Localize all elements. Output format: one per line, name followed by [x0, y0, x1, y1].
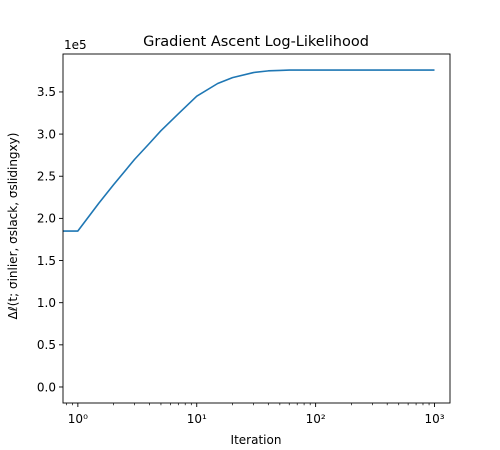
y-offset-text: 1e5 — [64, 38, 87, 52]
axes: 10⁰ 10¹ 10² 10³ 0.0 0.5 1.0 1.5 2.0 2.5 3.0 3.5 — [37, 53, 451, 426]
y-tick-label: 3.0 — [37, 127, 56, 141]
axes-frame — [62, 53, 451, 404]
chart-title: Gradient Ascent Log-Likelihood — [143, 34, 369, 50]
y-axis-label: Δℓ(t; σinlier, σslack, σslidingxy) — [6, 133, 20, 320]
y-tick-label: 0.5 — [37, 338, 56, 352]
x-tick-label: 10⁰ — [68, 412, 88, 426]
y-tick-label: 2.0 — [37, 212, 56, 226]
y-tick-label: 3.5 — [37, 85, 56, 99]
y-tick-label: 1.0 — [37, 296, 56, 310]
series-line-0 — [63, 69, 435, 232]
x-tick-label: 10¹ — [187, 412, 207, 426]
x-axis-label: Iteration — [231, 433, 282, 447]
y-tick-label: 1.5 — [37, 254, 56, 268]
series-layer — [63, 69, 435, 232]
y-tick-label: 0.0 — [37, 380, 56, 394]
x-tick-label: 10³ — [424, 412, 444, 426]
y-tick-label: 2.5 — [37, 170, 56, 184]
x-tick-label: 10² — [306, 412, 326, 426]
